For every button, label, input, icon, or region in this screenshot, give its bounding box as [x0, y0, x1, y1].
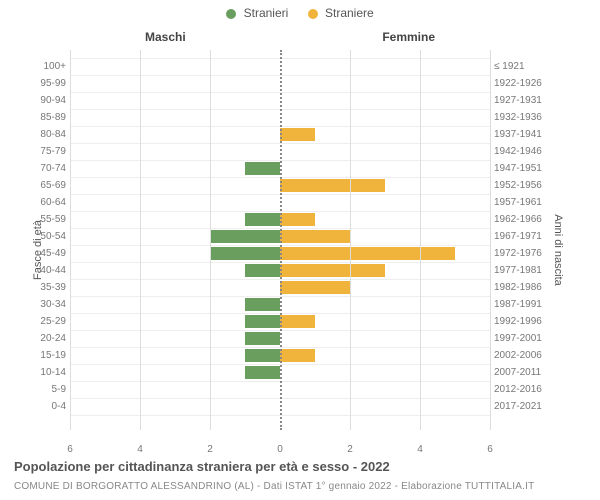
bar-female [280, 230, 350, 243]
bar-female [280, 349, 315, 362]
age-label: 35-39 [16, 279, 66, 296]
section-title-female: Femmine [382, 30, 435, 44]
age-label: 85-89 [16, 109, 66, 126]
birth-year-label: 1952-1956 [494, 177, 552, 194]
age-label: 40-44 [16, 262, 66, 279]
birth-year-label: 1947-1951 [494, 160, 552, 177]
age-label: 25-29 [16, 313, 66, 330]
birth-year-label: 1977-1981 [494, 262, 552, 279]
legend-item-male: Stranieri [226, 6, 288, 20]
legend: Stranieri Straniere [0, 6, 600, 20]
bar-male [210, 230, 280, 243]
chart-title: Popolazione per cittadinanza straniera p… [14, 459, 390, 474]
age-label: 45-49 [16, 245, 66, 262]
center-axis [280, 50, 282, 430]
birth-year-label: 2007-2011 [494, 364, 552, 381]
birth-year-label: 1957-1961 [494, 194, 552, 211]
birth-year-label: 2012-2016 [494, 381, 552, 398]
birth-year-label: 1922-1926 [494, 75, 552, 92]
y-axis-title-right: Anni di nascita [552, 214, 564, 286]
birth-year-label: 2002-2006 [494, 347, 552, 364]
bar-male [245, 264, 280, 277]
birth-year-label: 1997-2001 [494, 330, 552, 347]
legend-swatch-female [308, 9, 318, 19]
bar-male [245, 213, 280, 226]
birth-year-label: 1927-1931 [494, 92, 552, 109]
age-label: 60-64 [16, 194, 66, 211]
x-tick-label: 6 [480, 444, 500, 455]
age-label: 5-9 [16, 381, 66, 398]
x-gridline [490, 50, 491, 430]
birth-year-label: 1992-1996 [494, 313, 552, 330]
x-tick-label: 4 [130, 444, 150, 455]
age-label: 55-59 [16, 211, 66, 228]
age-label: 65-69 [16, 177, 66, 194]
age-label: 10-14 [16, 364, 66, 381]
x-tick-label: 6 [60, 444, 80, 455]
birth-year-label: 1942-1946 [494, 143, 552, 160]
age-label: 0-4 [16, 398, 66, 415]
birth-year-label: 1962-1966 [494, 211, 552, 228]
bar-male [245, 332, 280, 345]
plot-area: 100+≤ 192195-991922-192690-941927-193185… [70, 50, 490, 430]
bar-female [280, 264, 385, 277]
birth-year-label: 1982-1986 [494, 279, 552, 296]
birth-year-label: 1967-1971 [494, 228, 552, 245]
age-label: 50-54 [16, 228, 66, 245]
age-label: 100+ [16, 58, 66, 75]
legend-label-female: Straniere [325, 6, 374, 20]
bar-female [280, 179, 385, 192]
birth-year-label: 1972-1976 [494, 245, 552, 262]
age-label: 90-94 [16, 92, 66, 109]
age-label: 30-34 [16, 296, 66, 313]
legend-item-female: Straniere [308, 6, 374, 20]
chart-subtitle: COMUNE DI BORGORATTO ALESSANDRINO (AL) -… [14, 481, 534, 492]
legend-swatch-male [226, 9, 236, 19]
bar-male [245, 298, 280, 311]
x-gridline [420, 50, 421, 430]
age-label: 70-74 [16, 160, 66, 177]
bar-male [245, 349, 280, 362]
section-title-male: Maschi [145, 30, 186, 44]
bar-female [280, 128, 315, 141]
bar-female [280, 247, 455, 260]
bar-male [245, 315, 280, 328]
bar-male [210, 247, 280, 260]
x-gridline [350, 50, 351, 430]
population-pyramid-chart: Stranieri Straniere Maschi Femmine Fasce… [0, 0, 600, 500]
age-label: 80-84 [16, 126, 66, 143]
bar-female [280, 281, 350, 294]
x-gridline [210, 50, 211, 430]
bar-male [245, 162, 280, 175]
x-gridline [70, 50, 71, 430]
x-tick-label: 4 [410, 444, 430, 455]
bar-female [280, 315, 315, 328]
bar-male [245, 366, 280, 379]
x-gridline [140, 50, 141, 430]
age-label: 20-24 [16, 330, 66, 347]
x-tick-label: 0 [270, 444, 290, 455]
legend-label-male: Stranieri [244, 6, 289, 20]
x-tick-label: 2 [200, 444, 220, 455]
birth-year-label: ≤ 1921 [494, 58, 552, 75]
x-tick-label: 2 [340, 444, 360, 455]
age-label: 95-99 [16, 75, 66, 92]
birth-year-label: 1987-1991 [494, 296, 552, 313]
bar-female [280, 213, 315, 226]
age-label: 75-79 [16, 143, 66, 160]
birth-year-label: 1932-1936 [494, 109, 552, 126]
birth-year-label: 1937-1941 [494, 126, 552, 143]
age-label: 15-19 [16, 347, 66, 364]
birth-year-label: 2017-2021 [494, 398, 552, 415]
